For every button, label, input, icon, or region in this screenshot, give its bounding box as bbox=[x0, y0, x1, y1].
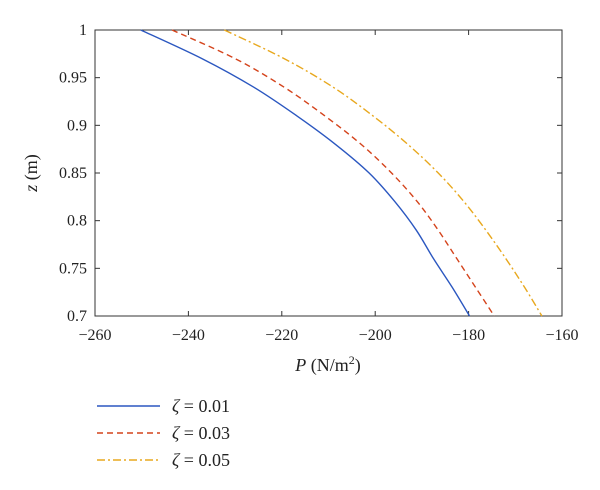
y-tick-label: 0.9 bbox=[67, 117, 87, 134]
legend-value: = 0.01 bbox=[179, 396, 230, 416]
y-tick-label: 1 bbox=[79, 22, 87, 39]
series-line-2 bbox=[171, 29, 495, 317]
y-axis-label: z (m) bbox=[21, 154, 42, 193]
legend: ζ = 0.01ζ = 0.03ζ = 0.05 bbox=[97, 396, 230, 470]
y-tick-label: 0.7 bbox=[67, 308, 87, 325]
x-tick-label: −160 bbox=[545, 327, 578, 344]
legend-label: ζ = 0.05 bbox=[172, 450, 230, 470]
x-tick-label: −260 bbox=[78, 327, 111, 344]
series-lines bbox=[140, 29, 543, 317]
x-tick-label: −200 bbox=[359, 327, 392, 344]
legend-label: ζ = 0.01 bbox=[172, 396, 230, 416]
y-tick-label: 0.75 bbox=[59, 260, 87, 277]
x-axis-unit: (N/m bbox=[306, 355, 349, 376]
y-tick-label: 0.85 bbox=[59, 165, 87, 182]
plot-area bbox=[94, 29, 563, 317]
series-line-3 bbox=[224, 29, 543, 317]
x-axis-variable: P bbox=[294, 355, 306, 375]
x-tick-label: −240 bbox=[172, 327, 205, 344]
legend-symbol: ζ bbox=[172, 450, 181, 470]
legend-value: = 0.03 bbox=[179, 423, 230, 443]
y-axis-unit: (m) bbox=[21, 154, 42, 185]
x-axis-unit-superscript: 2 bbox=[349, 353, 355, 367]
legend-label: ζ = 0.03 bbox=[172, 423, 230, 443]
y-tick-label: 0.95 bbox=[59, 70, 87, 87]
x-tick-label: −220 bbox=[265, 327, 298, 344]
legend-symbol: ζ bbox=[172, 396, 181, 416]
legend-value: = 0.05 bbox=[179, 450, 230, 470]
axis-ticks: −260 −240 −220 −200 −180 −160 0.7 0.75 0.8 0.85 0.… bbox=[59, 22, 579, 344]
x-axis-unit-close: ) bbox=[355, 355, 361, 376]
series-line-1 bbox=[140, 29, 471, 317]
y-axis-variable: z bbox=[21, 185, 41, 193]
y-tick-label: 0.8 bbox=[67, 213, 87, 230]
x-axis-label: P (N/m2) bbox=[294, 353, 361, 376]
legend-symbol: ζ bbox=[172, 423, 181, 443]
x-tick-label: −180 bbox=[452, 327, 485, 344]
